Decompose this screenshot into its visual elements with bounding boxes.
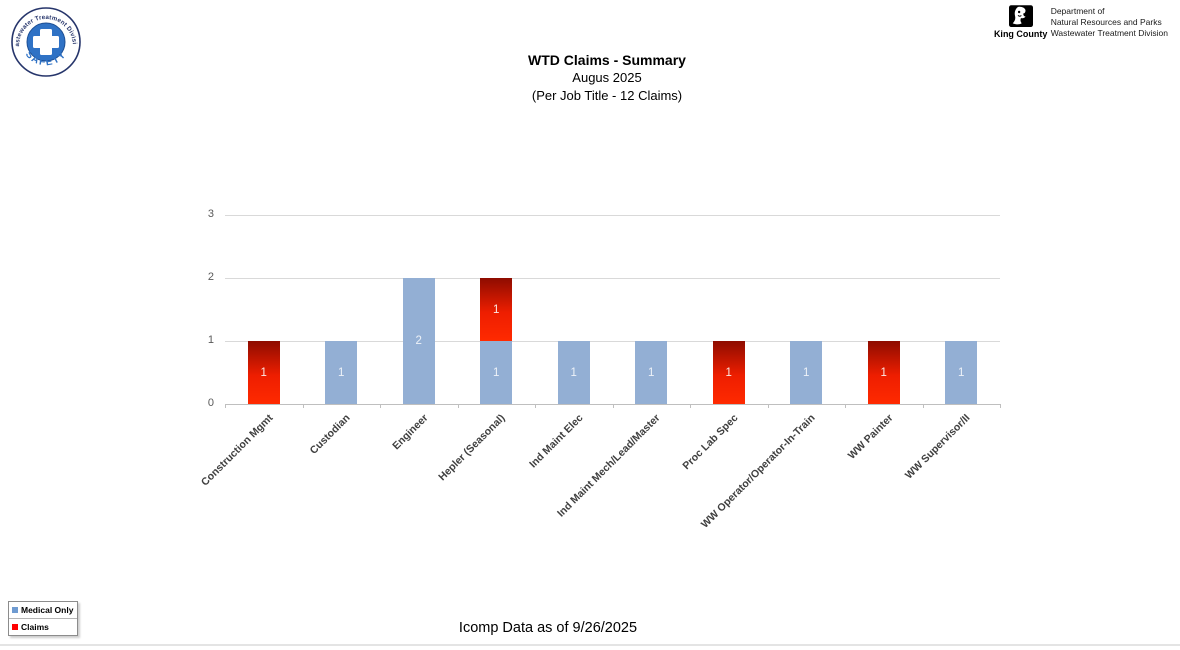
legend-item-claims: Claims xyxy=(9,619,77,635)
bar-segment-claims: 1 xyxy=(712,341,745,404)
king-county-wordmark: King County xyxy=(993,29,1048,39)
gridline xyxy=(225,215,1000,216)
y-axis-tick-label: 2 xyxy=(207,271,214,283)
claims-swatch-icon xyxy=(12,624,18,630)
x-axis-label: Ind Maint Elec xyxy=(526,412,586,471)
bar-segment-medical-only: 1 xyxy=(945,341,978,404)
x-axis-label: WW Painter xyxy=(845,412,896,462)
category-axis-tick xyxy=(690,404,691,408)
chart-legend: Medical Only Claims xyxy=(8,601,78,636)
gridline xyxy=(225,341,1000,342)
bottom-divider xyxy=(0,644,1180,646)
department-line-1: Department of xyxy=(1050,6,1105,16)
data-as-of-note: Icomp Data as of 9/26/2025 xyxy=(458,620,638,636)
bar-value-label: 1 xyxy=(725,366,732,379)
y-axis-tick-label: 1 xyxy=(207,334,214,346)
department-line-2: Natural Resources and Parks xyxy=(1050,17,1162,27)
medical-only-swatch-icon xyxy=(12,607,18,613)
x-axis-label: WW Supervisor/II xyxy=(903,412,973,482)
category-axis-tick xyxy=(612,404,614,408)
chart-title: WTD Claims - Summary xyxy=(528,52,686,68)
bar-segment-medical-only: 1 xyxy=(790,341,823,404)
king-county-logo-block: King County xyxy=(993,5,1048,39)
gridline xyxy=(225,278,1000,279)
legend-label-claims: Claims xyxy=(21,622,49,632)
x-axis-label: Hepler (Seasonal) xyxy=(436,412,508,484)
bar-value-label: 1 xyxy=(803,366,810,379)
legend-item-medical-only: Medical Only xyxy=(9,602,77,619)
chart-subtitle-detail: (Per Job Title - 12 Claims) xyxy=(531,88,683,103)
bar-value-label: 1 xyxy=(338,366,345,379)
bar-segment-claims: 1 xyxy=(247,341,280,404)
bar-value-label: 1 xyxy=(493,303,500,316)
wtd-safety-logo: Wastewater Treatment Division SAFETY xyxy=(10,6,81,77)
x-axis-label: Construction Mgmt xyxy=(198,412,276,489)
chart-title-block: WTD Claims - Summary Augus 2025 (Per Job… xyxy=(528,51,686,105)
category-axis-tick xyxy=(535,404,536,408)
bar-segment-claims: 1 xyxy=(867,341,900,404)
category-axis-tick xyxy=(302,404,304,408)
bar-segment-medical-only: 1 xyxy=(480,341,513,404)
category-axis-tick xyxy=(845,404,846,408)
legend-label-medical-only: Medical Only xyxy=(21,605,74,615)
y-axis-tick-label: 3 xyxy=(207,208,214,220)
department-lines: Department of Natural Resources and Park… xyxy=(1051,6,1168,39)
x-axis-label: Proc Lab Spec xyxy=(680,412,741,473)
bar-value-label: 1 xyxy=(493,366,500,379)
bar-value-label: 2 xyxy=(415,335,422,347)
category-axis-tick xyxy=(457,404,459,408)
category-axis-tick xyxy=(922,404,924,408)
king-county-logo-icon xyxy=(1008,5,1033,27)
bar-segment-medical-only: 2 xyxy=(402,278,435,404)
bar-segment-medical-only: 1 xyxy=(557,341,590,404)
bar-value-label: 1 xyxy=(260,366,267,379)
bar-value-label: 1 xyxy=(570,366,577,379)
chart-subtitle-month: Augus 2025 xyxy=(572,70,642,85)
bar-value-label: 1 xyxy=(958,366,965,379)
bar-segment-medical-only: 1 xyxy=(635,341,668,404)
category-axis-tick xyxy=(1000,404,1001,408)
department-line-3: Wastewater Treatment Division xyxy=(1050,28,1168,38)
bar-segment-claims: 1 xyxy=(480,278,513,341)
king-county-header: King County Department of Natural Resour… xyxy=(993,5,1168,39)
y-axis-tick-label: 0 xyxy=(207,397,214,409)
x-axis-label: Engineer xyxy=(389,412,431,453)
category-axis-tick xyxy=(767,404,769,408)
x-axis-label: Custodian xyxy=(307,412,353,457)
category-axis-tick xyxy=(225,404,226,408)
bar-segment-medical-only: 1 xyxy=(325,341,358,404)
bar-value-label: 1 xyxy=(880,366,887,379)
bar-value-label: 1 xyxy=(648,366,655,379)
category-axis-tick xyxy=(380,404,381,408)
